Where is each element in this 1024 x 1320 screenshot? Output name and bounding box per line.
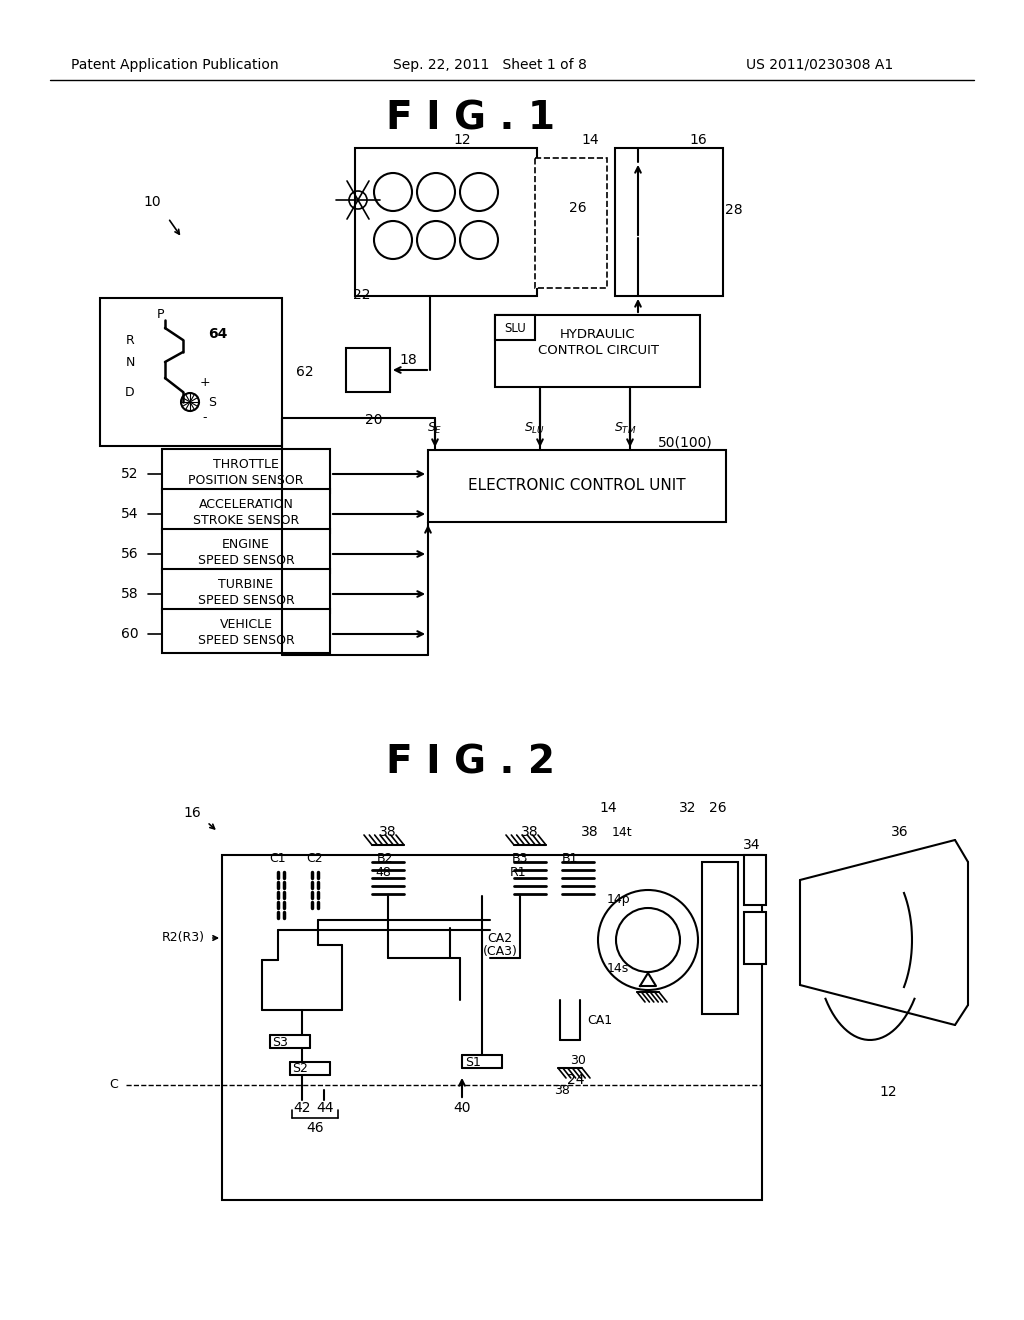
Text: 58: 58 [121, 587, 139, 601]
Bar [495, 315, 700, 387]
Text: +: + [200, 375, 210, 388]
Text: 50(100): 50(100) [657, 436, 713, 449]
Text: SPEED SENSOR: SPEED SENSOR [198, 594, 294, 607]
Text: 54: 54 [121, 507, 138, 521]
Text: 26: 26 [569, 201, 587, 215]
Text: P: P [157, 309, 164, 322]
Text: 56: 56 [121, 546, 139, 561]
Text: 62: 62 [296, 366, 313, 379]
Text: 16: 16 [183, 807, 201, 820]
Text: TURBINE: TURBINE [218, 578, 273, 590]
Text: 48: 48 [375, 866, 391, 879]
Text: 12: 12 [454, 133, 471, 147]
Bar [744, 855, 766, 906]
Text: 22: 22 [353, 288, 371, 302]
Text: 28: 28 [725, 203, 742, 216]
Text: 42: 42 [293, 1101, 310, 1115]
Text: ELECTRONIC CONTROL UNIT: ELECTRONIC CONTROL UNIT [468, 479, 686, 494]
Text: 64: 64 [208, 327, 227, 341]
Text: 36: 36 [891, 825, 909, 840]
Text: Sep. 22, 2011   Sheet 1 of 8: Sep. 22, 2011 Sheet 1 of 8 [393, 58, 587, 73]
Text: 40: 40 [454, 1101, 471, 1115]
Text: CA1: CA1 [588, 1014, 612, 1027]
Text: SPEED SENSOR: SPEED SENSOR [198, 554, 294, 568]
Text: CA2: CA2 [487, 932, 513, 945]
Bar [162, 449, 330, 492]
Text: B2: B2 [377, 851, 393, 865]
Text: 10: 10 [143, 195, 161, 209]
Text: C1: C1 [269, 851, 287, 865]
Text: 38: 38 [554, 1084, 570, 1097]
Bar [495, 315, 535, 341]
Text: (CA3): (CA3) [482, 945, 517, 958]
Text: 14s: 14s [607, 961, 629, 974]
Text: -: - [203, 412, 207, 425]
Text: 14t: 14t [611, 825, 632, 838]
Bar [428, 450, 726, 521]
Bar [100, 298, 282, 446]
Bar [162, 488, 330, 533]
Text: $S_E$: $S_E$ [427, 421, 442, 436]
Text: SPEED SENSOR: SPEED SENSOR [198, 635, 294, 648]
Text: THROTTLE: THROTTLE [213, 458, 279, 470]
Text: 52: 52 [121, 467, 138, 480]
Bar [162, 569, 330, 612]
Text: R: R [126, 334, 134, 346]
Text: B1: B1 [562, 851, 579, 865]
Text: 14p: 14p [606, 894, 630, 907]
Bar [162, 529, 330, 573]
Text: 34: 34 [743, 838, 761, 851]
Text: VEHICLE: VEHICLE [219, 618, 272, 631]
Circle shape [181, 393, 199, 411]
Text: 60: 60 [121, 627, 139, 642]
Bar [702, 862, 738, 1014]
Text: S3: S3 [272, 1035, 288, 1048]
Text: 38: 38 [521, 825, 539, 840]
Text: 16: 16 [689, 133, 707, 147]
Text: B3: B3 [512, 851, 528, 865]
Text: R2(R3): R2(R3) [162, 932, 205, 945]
Text: 14: 14 [599, 801, 616, 814]
Text: $S_{LU}$: $S_{LU}$ [524, 421, 546, 436]
Bar [535, 158, 607, 288]
Text: 20: 20 [366, 413, 383, 426]
Text: $S_{TM}$: $S_{TM}$ [613, 421, 636, 436]
Text: Patent Application Publication: Patent Application Publication [72, 58, 279, 73]
Text: 30: 30 [570, 1053, 586, 1067]
Text: D: D [125, 385, 135, 399]
Text: C: C [110, 1078, 119, 1092]
Bar [744, 912, 766, 964]
Bar [615, 148, 723, 296]
Bar [346, 348, 390, 392]
Text: 38: 38 [582, 825, 599, 840]
Text: S1: S1 [465, 1056, 481, 1068]
Text: S2: S2 [292, 1063, 308, 1076]
Text: F I G . 1: F I G . 1 [385, 99, 555, 137]
Text: S: S [208, 396, 216, 409]
Bar [355, 148, 537, 296]
Text: 18: 18 [399, 352, 417, 367]
Text: CONTROL CIRCUIT: CONTROL CIRCUIT [538, 343, 658, 356]
Text: 38: 38 [379, 825, 397, 840]
Text: 26: 26 [710, 801, 727, 814]
Text: SLU: SLU [504, 322, 526, 334]
Bar [162, 609, 330, 653]
Text: 44: 44 [316, 1101, 334, 1115]
Text: 12: 12 [880, 1085, 897, 1100]
Text: N: N [125, 355, 135, 368]
Text: ENGINE: ENGINE [222, 537, 270, 550]
Text: 46: 46 [306, 1121, 324, 1135]
Text: 32: 32 [679, 801, 696, 814]
Text: HYDRAULIC: HYDRAULIC [560, 327, 636, 341]
Text: 14: 14 [582, 133, 599, 147]
Text: ACCELERATION: ACCELERATION [199, 498, 294, 511]
Bar [222, 855, 762, 1200]
Text: 24: 24 [567, 1073, 585, 1086]
Text: STROKE SENSOR: STROKE SENSOR [193, 515, 299, 528]
Text: POSITION SENSOR: POSITION SENSOR [188, 474, 304, 487]
Text: F I G . 2: F I G . 2 [385, 743, 555, 781]
Text: C2: C2 [306, 851, 324, 865]
Text: US 2011/0230308 A1: US 2011/0230308 A1 [746, 58, 894, 73]
Text: R1: R1 [510, 866, 526, 879]
